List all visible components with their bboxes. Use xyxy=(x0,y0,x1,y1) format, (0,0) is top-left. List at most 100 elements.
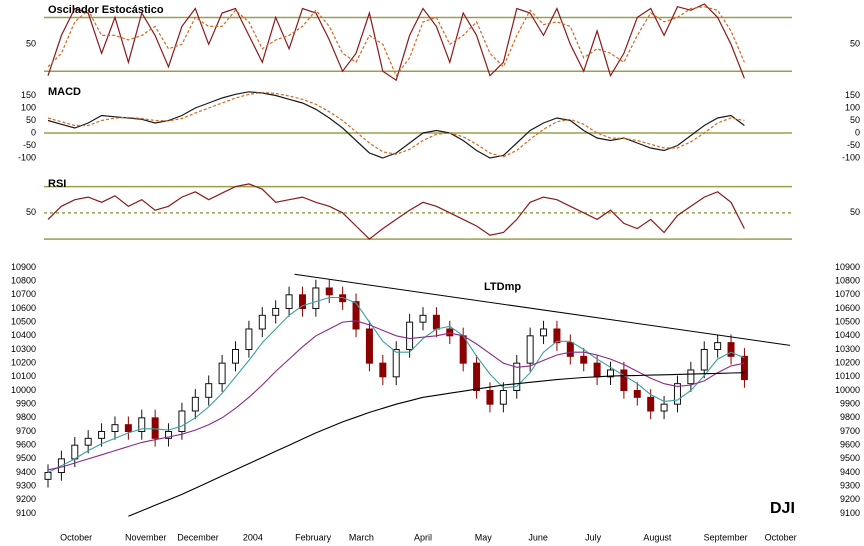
indicator-line xyxy=(47,183,745,240)
y-tick-label: 9900 xyxy=(16,399,36,409)
candle-body xyxy=(486,390,494,405)
y-tick-label: 9600 xyxy=(16,440,36,450)
y-tick-label-right: 9600 xyxy=(840,440,860,450)
candle-body xyxy=(71,444,79,460)
y-tick-label: 10400 xyxy=(11,330,36,340)
y-tick-label: 9800 xyxy=(16,412,36,422)
candle-body xyxy=(540,328,548,337)
x-tick-label: September xyxy=(704,532,748,542)
y-tick-label: 10600 xyxy=(11,303,36,313)
candle-body xyxy=(446,328,454,337)
y-tick-label-right: 10600 xyxy=(835,303,860,313)
y-tick-label-right: 9800 xyxy=(840,412,860,422)
candle-body xyxy=(553,328,561,344)
y-tick-label: 9500 xyxy=(16,453,36,463)
y-tick-label: 10100 xyxy=(11,371,36,381)
y-tick-label: 10900 xyxy=(11,262,36,272)
candle-body xyxy=(714,342,722,350)
y-tick-label-right: 10000 xyxy=(835,385,860,395)
candle-body xyxy=(432,314,440,330)
x-tick-label: February xyxy=(295,532,332,542)
candle-body xyxy=(285,294,293,309)
candle-body xyxy=(727,342,735,357)
y-tick-label: 9300 xyxy=(16,481,36,491)
panel-title: Oscilador Estocástico xyxy=(48,4,164,16)
x-tick-label: August xyxy=(643,532,672,542)
candle-body xyxy=(111,424,119,433)
candle-body xyxy=(700,348,708,371)
candle-body xyxy=(513,362,521,392)
y-tick-label-right: 9500 xyxy=(840,453,860,463)
symbol-label: DJI xyxy=(770,500,795,517)
y-tick-label: 9100 xyxy=(16,508,36,518)
y-tick-label-right: 9400 xyxy=(840,467,860,477)
y-tick-label-right: 50 xyxy=(850,39,860,49)
y-tick-label-right: 150 xyxy=(845,90,860,100)
indicator-line xyxy=(47,91,745,158)
candle-body xyxy=(607,369,614,378)
y-tick-label-right: 9100 xyxy=(840,508,860,518)
y-tick-label-right: 50 xyxy=(850,115,860,125)
y-tick-label-right: 9700 xyxy=(840,426,860,436)
y-tick-label-right: 10300 xyxy=(835,344,860,354)
y-tick-label: 10800 xyxy=(11,276,36,286)
candle-body xyxy=(593,362,601,378)
y-tick-label-right: 9300 xyxy=(840,481,860,491)
y-tick-label: -100 xyxy=(18,152,36,162)
candle-body xyxy=(312,287,320,309)
x-tick-label: April xyxy=(414,532,432,542)
y-tick-label: 100 xyxy=(21,102,36,112)
y-tick-label-right: 10200 xyxy=(835,358,860,368)
indicator-line xyxy=(47,3,745,82)
y-tick-label: 50 xyxy=(26,39,36,49)
candle-body xyxy=(298,294,306,309)
moving-average xyxy=(47,296,745,473)
y-tick-label: 50 xyxy=(26,207,36,217)
panel-title: MACD xyxy=(48,86,81,98)
y-tick-label: 10700 xyxy=(11,289,36,299)
y-tick-label: 50 xyxy=(26,115,36,125)
y-tick-label: 10300 xyxy=(11,344,36,354)
candle-body xyxy=(178,410,186,433)
x-tick-label: July xyxy=(585,532,602,542)
candle-body xyxy=(419,314,427,323)
y-tick-label: 10000 xyxy=(11,385,36,395)
y-tick-label: 9700 xyxy=(16,426,36,436)
candle-body xyxy=(633,390,641,398)
x-tick-label: November xyxy=(125,532,167,542)
y-tick-label: 9200 xyxy=(16,494,36,504)
candle-body xyxy=(499,390,507,405)
y-tick-label-right: 9900 xyxy=(840,399,860,409)
candle-body xyxy=(325,287,333,296)
candle-body xyxy=(406,321,414,350)
y-tick-label-right: 10900 xyxy=(835,262,860,272)
y-tick-label-right: -100 xyxy=(842,152,860,162)
candle-body xyxy=(392,348,400,378)
x-tick-label: 2004 xyxy=(243,532,263,542)
candle-body xyxy=(124,424,132,433)
candle-body xyxy=(379,362,387,378)
candle-body xyxy=(365,328,373,364)
y-tick-label-right: 10500 xyxy=(835,317,860,327)
y-tick-label-right: 50 xyxy=(850,207,860,217)
y-tick-label-right: 10800 xyxy=(835,276,860,286)
y-tick-label: 9400 xyxy=(16,467,36,477)
trend-line xyxy=(294,273,791,346)
indicator-line xyxy=(47,6,745,77)
y-tick-label-right: 10100 xyxy=(835,371,860,381)
candle-body xyxy=(687,369,695,385)
candle-body xyxy=(526,335,534,364)
candle-body xyxy=(660,403,668,412)
candle-body xyxy=(473,362,481,392)
x-tick-label: December xyxy=(177,532,219,542)
x-tick-label: June xyxy=(528,532,548,542)
candle-body xyxy=(258,314,266,330)
candle-body xyxy=(740,355,748,381)
candle-body xyxy=(191,396,199,412)
candle-body xyxy=(218,362,226,385)
candle-body xyxy=(98,431,106,439)
candle-body xyxy=(566,342,574,357)
y-tick-label: -50 xyxy=(23,140,36,150)
